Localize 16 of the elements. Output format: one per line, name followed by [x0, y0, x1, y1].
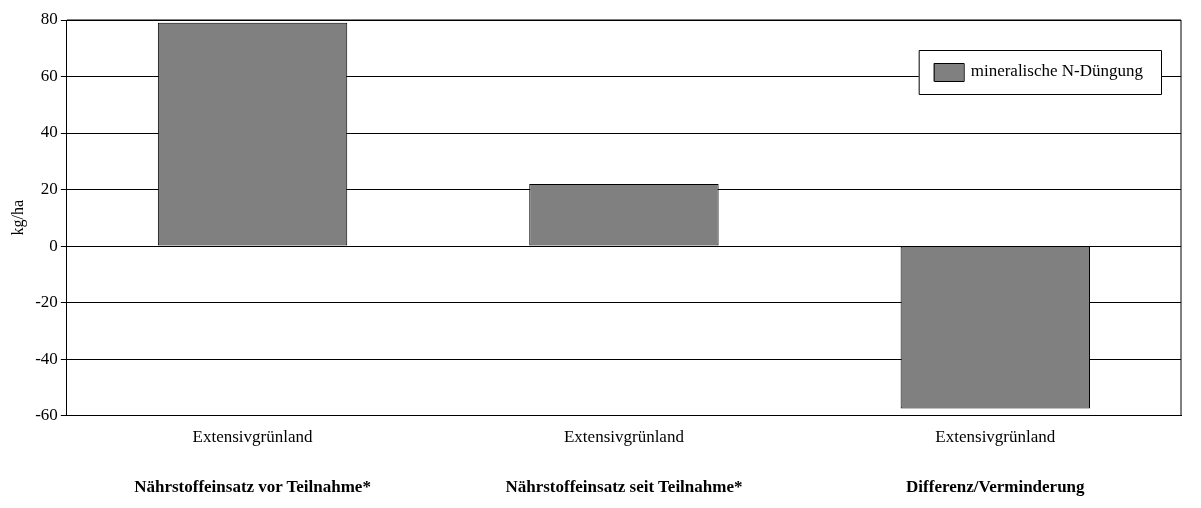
x-tick-label: Extensivgrünland [192, 427, 314, 447]
x-tick-label: Extensivgrünland [935, 427, 1056, 447]
y-tick-label: 40 [40, 122, 58, 142]
y-tick-label: 60 [40, 65, 58, 85]
y-tick-label: -20 [35, 292, 58, 312]
y-tick-label: -60 [35, 405, 58, 425]
y-tick-label: 80 [40, 9, 58, 29]
text: Differenz/Verminderung [906, 476, 1086, 496]
y-tick-label: -40 [35, 348, 58, 368]
y-tick-label: 20 [40, 179, 58, 199]
x-tick-label: Extensivgrünland [563, 427, 685, 447]
legend-label: mineralische N-Düngung [970, 61, 1144, 81]
text: Nährstoffeinsatz vor Teilnahme* [134, 476, 371, 496]
y-axis-title: kg/ha [8, 200, 27, 236]
y-tick-label: 0 [49, 235, 58, 255]
text: Nährstoffeinsatz seit Teilnahme* [505, 476, 743, 496]
